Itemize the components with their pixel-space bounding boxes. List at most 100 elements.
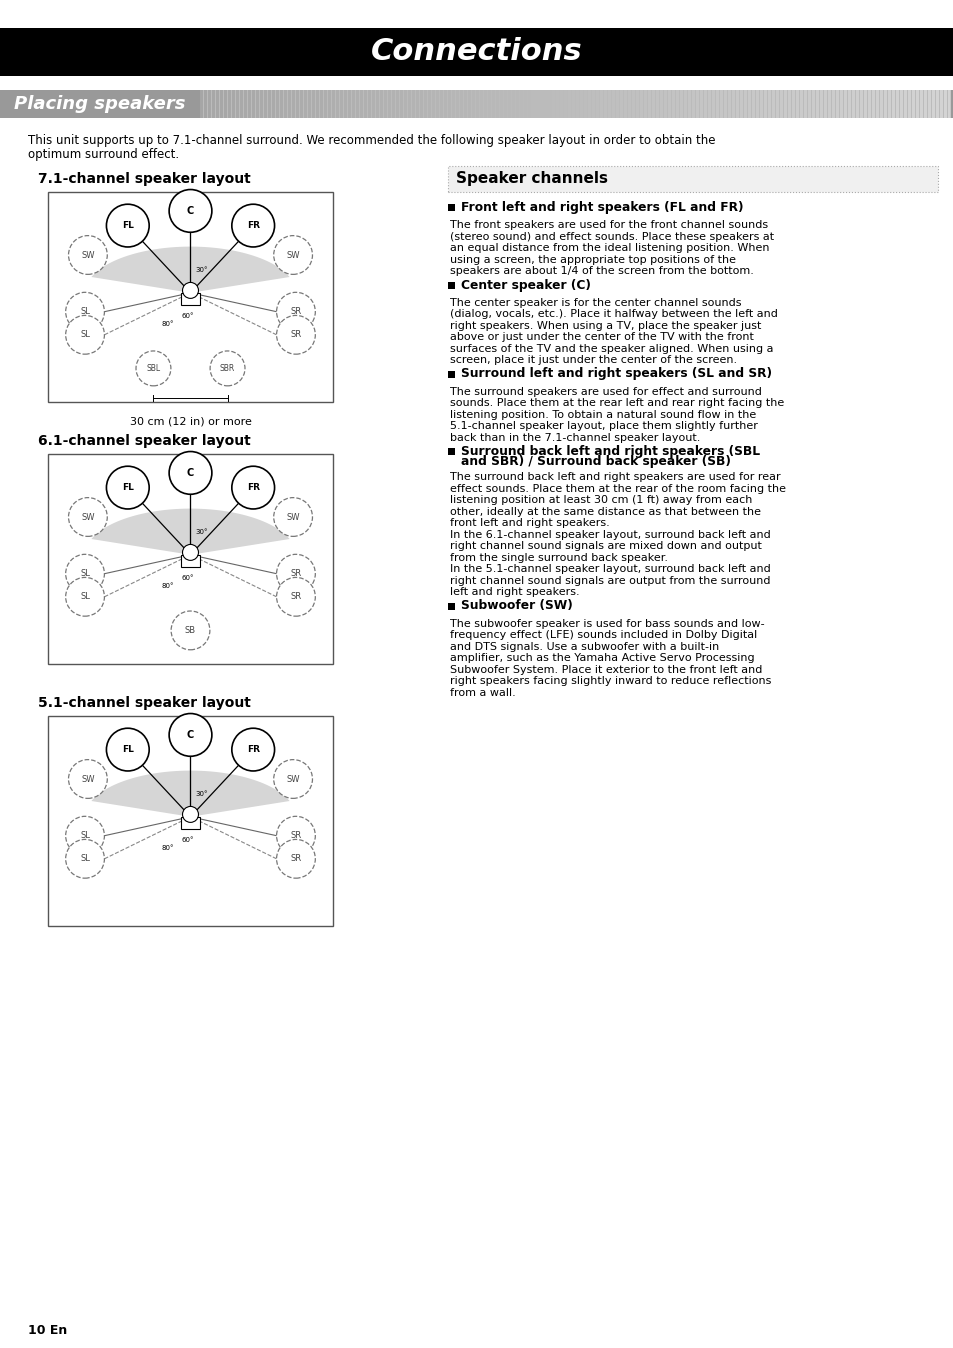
Bar	[587, 90, 590, 119]
Bar	[319, 90, 323, 119]
Text: 60°: 60°	[182, 576, 194, 581]
Bar	[787, 90, 790, 119]
Bar	[516, 90, 518, 119]
Text: SB: SB	[185, 625, 196, 635]
Bar	[483, 90, 486, 119]
Bar	[448, 166, 937, 191]
Text: 30°: 30°	[195, 791, 208, 797]
Bar	[875, 90, 878, 119]
Bar	[335, 90, 338, 119]
Bar	[735, 90, 739, 119]
Bar	[255, 90, 258, 119]
Bar	[667, 90, 670, 119]
Circle shape	[107, 728, 149, 771]
Bar	[576, 90, 578, 119]
Text: SR: SR	[290, 569, 301, 578]
Bar	[280, 90, 283, 119]
Text: The surround back left and right speakers are used for rear: The surround back left and right speaker…	[450, 472, 780, 483]
Bar	[911, 90, 914, 119]
Bar	[807, 90, 810, 119]
Text: SL: SL	[80, 330, 90, 340]
Bar	[795, 90, 799, 119]
Circle shape	[276, 554, 315, 593]
Circle shape	[182, 283, 198, 298]
Bar	[623, 90, 626, 119]
Circle shape	[171, 611, 210, 650]
Bar	[304, 90, 307, 119]
Bar	[519, 90, 522, 119]
Bar	[931, 90, 934, 119]
Bar	[599, 90, 602, 119]
Bar	[567, 90, 571, 119]
Bar	[244, 90, 247, 119]
Bar	[915, 90, 918, 119]
Bar	[532, 90, 535, 119]
Bar	[607, 90, 610, 119]
Bar	[636, 90, 639, 119]
Text: In the 5.1-channel speaker layout, surround back left and: In the 5.1-channel speaker layout, surro…	[450, 565, 770, 574]
Bar	[867, 90, 870, 119]
Polygon shape	[91, 247, 290, 293]
Bar	[215, 90, 219, 119]
Bar	[200, 90, 203, 119]
Circle shape	[182, 806, 198, 822]
Bar	[552, 90, 555, 119]
Circle shape	[66, 554, 104, 593]
Circle shape	[274, 497, 313, 537]
Bar	[691, 90, 695, 119]
Bar	[775, 90, 779, 119]
Circle shape	[210, 350, 245, 386]
Bar	[847, 90, 850, 119]
Bar	[295, 90, 298, 119]
Bar	[328, 90, 331, 119]
Bar	[791, 90, 794, 119]
Text: SL: SL	[80, 592, 90, 601]
Bar	[204, 90, 207, 119]
Bar	[631, 90, 635, 119]
Bar	[840, 90, 842, 119]
Text: 80°: 80°	[162, 584, 174, 589]
Text: 60°: 60°	[182, 837, 194, 842]
Bar	[523, 90, 526, 119]
Bar	[743, 90, 746, 119]
Bar	[496, 90, 498, 119]
Bar	[423, 90, 427, 119]
Bar	[488, 90, 491, 119]
Text: SR: SR	[290, 330, 301, 340]
Bar	[299, 90, 303, 119]
Bar	[676, 90, 679, 119]
Text: listening position at least 30 cm (1 ft) away from each: listening position at least 30 cm (1 ft)…	[450, 495, 752, 506]
Text: 7.1-channel speaker layout: 7.1-channel speaker layout	[38, 173, 251, 186]
Bar	[596, 90, 598, 119]
Circle shape	[69, 760, 107, 798]
Bar	[656, 90, 659, 119]
Bar	[707, 90, 710, 119]
Bar	[181, 293, 199, 306]
Circle shape	[232, 728, 274, 771]
Bar	[448, 603, 455, 609]
Bar	[903, 90, 906, 119]
Bar	[871, 90, 874, 119]
Circle shape	[107, 466, 149, 510]
Text: back than in the 7.1-channel speaker layout.: back than in the 7.1-channel speaker lay…	[450, 433, 700, 442]
Bar	[463, 90, 467, 119]
Bar	[671, 90, 675, 119]
Text: Speaker channels: Speaker channels	[456, 171, 607, 186]
Text: SR: SR	[290, 832, 301, 840]
Bar	[627, 90, 630, 119]
Bar	[252, 90, 254, 119]
Bar	[800, 90, 802, 119]
Text: SW: SW	[81, 775, 94, 783]
Bar	[292, 90, 294, 119]
Bar	[208, 90, 211, 119]
Bar	[579, 90, 582, 119]
Bar	[619, 90, 622, 119]
Bar	[439, 90, 442, 119]
Text: The surround speakers are used for effect and surround: The surround speakers are used for effec…	[450, 387, 761, 396]
Bar	[563, 90, 566, 119]
Bar	[375, 90, 378, 119]
Circle shape	[276, 817, 315, 855]
Bar	[679, 90, 682, 119]
Text: 5.1-channel speaker layout: 5.1-channel speaker layout	[38, 696, 251, 710]
Bar	[731, 90, 734, 119]
